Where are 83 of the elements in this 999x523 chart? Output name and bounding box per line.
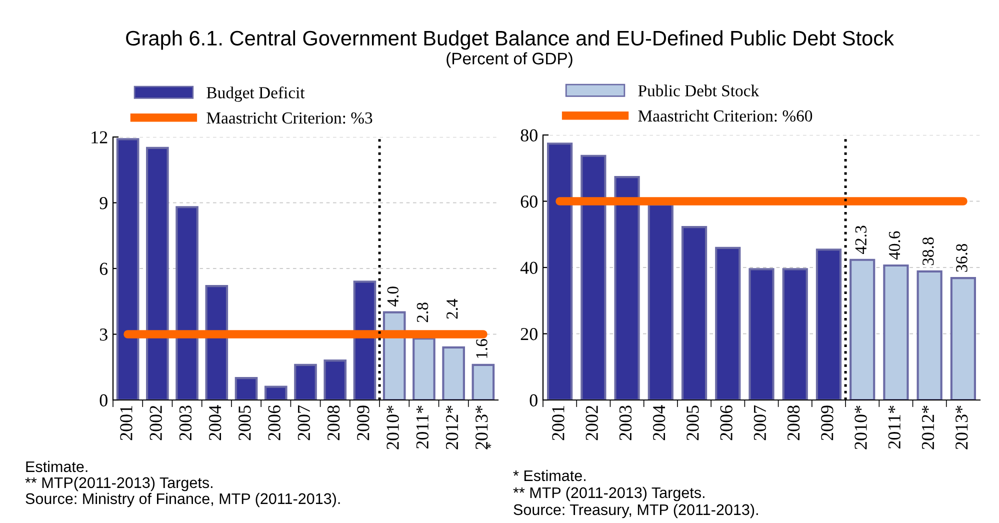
bar: [715, 246, 741, 400]
text: Estimate.: [26, 460, 88, 472]
legend-label: Maastricht Criterion: %60: [638, 110, 812, 122]
bar: [205, 284, 228, 400]
x-tick-label: 2001: [120, 406, 132, 440]
text: *: [486, 444, 492, 448]
x-tick-label: 2011*: [888, 406, 900, 449]
text: ** MTP(2011-2013) Targets.: [25, 476, 212, 492]
bar: [472, 364, 495, 400]
bar: [748, 268, 774, 400]
bar: [782, 268, 808, 400]
y-tick-label: 0: [530, 394, 538, 406]
bar: [324, 360, 347, 400]
y-tick-label: 80: [520, 129, 538, 142]
bar: [546, 142, 573, 400]
y-tick-label: 60: [520, 196, 538, 208]
x-tick-label: 2010*: [386, 406, 399, 450]
x-tick-label: 2010*: [854, 406, 867, 450]
bar: [681, 226, 708, 400]
data-label: 2.4: [446, 298, 458, 319]
x-tick-label: 2001: [552, 406, 564, 440]
bar: [648, 204, 674, 400]
y-tick-label: 20: [520, 328, 538, 340]
bar: [382, 311, 406, 400]
x-tick-label: 2002: [586, 406, 598, 440]
y-tick-label: 9: [100, 197, 108, 210]
chart-subtitle: (Percent of GDP): [446, 52, 572, 68]
bar: [116, 138, 140, 400]
x-tick-label: 2005: [238, 406, 251, 440]
legend-label: Maastricht Criterion: %3: [206, 112, 372, 124]
bar: [412, 338, 436, 400]
bar: [883, 264, 909, 400]
text: * Estimate.: [513, 470, 586, 482]
x-tick-label: 2008: [787, 406, 800, 440]
x-tick-label: 2004: [652, 405, 666, 440]
legend-label: Public Debt Stock: [638, 84, 760, 96]
data-label: 2.8: [416, 302, 428, 322]
bar: [294, 364, 317, 400]
y-tick-label: 0: [100, 394, 108, 406]
chart-title: Graph 6.1. Central Government Budget Balance and EU-Defined Public Debt Stock: [126, 30, 894, 50]
x-tick-label: 2002: [150, 406, 162, 440]
bar: [850, 258, 876, 400]
x-tick-label: 2007: [754, 405, 766, 440]
x-tick-label: 2004: [208, 405, 222, 440]
y-tick-label: 3: [100, 328, 108, 341]
x-tick-label: 2009: [821, 406, 834, 440]
x-tick-label: 2003: [619, 406, 632, 440]
data-label: 42.3: [855, 226, 867, 254]
bar: [442, 346, 465, 400]
bar: [146, 146, 169, 400]
x-tick-label: 2006: [720, 405, 732, 440]
x-tick-label: 2011*: [416, 406, 428, 449]
data-label: 1.6: [476, 339, 488, 358]
x-tick-label: 2013*: [476, 406, 488, 450]
x-tick-label: 2008: [327, 406, 340, 440]
x-tick-label: 2013*: [956, 406, 968, 450]
data-label: 4.0: [387, 286, 399, 306]
x-tick-label: 2012*: [446, 406, 458, 450]
bar: [614, 176, 640, 400]
x-tick-label: 2009: [357, 406, 370, 440]
y-tick-label: 6: [100, 262, 108, 275]
bar: [264, 386, 288, 400]
x-tick-label: 2003: [179, 406, 192, 440]
source-note: Source: Treasury, MTP (2011-2013).: [514, 504, 758, 518]
data-label: 40.6: [888, 231, 900, 260]
x-tick-label: 2012*: [922, 406, 934, 450]
text: ** MTP (2011-2013) Targets.: [513, 486, 704, 502]
x-tick-label: 2005: [686, 406, 699, 440]
source-note: Source: Ministry of Finance, MTP (2011-2013).: [26, 492, 340, 508]
bar: [950, 277, 976, 400]
data-label: 38.8: [922, 237, 934, 266]
bar: [580, 154, 606, 400]
bar: [816, 248, 842, 400]
x-tick-label: 2007: [298, 405, 310, 440]
x-tick-label: 2006: [268, 405, 280, 440]
bar: [916, 270, 942, 400]
bar: [234, 377, 258, 400]
y-tick-label: 40: [520, 262, 538, 274]
y-tick-label: 12: [92, 131, 108, 144]
bar: [353, 280, 376, 400]
data-label: 36.8: [956, 244, 968, 272]
bar: [176, 206, 198, 400]
legend-label: Budget Deficit: [206, 86, 305, 102]
